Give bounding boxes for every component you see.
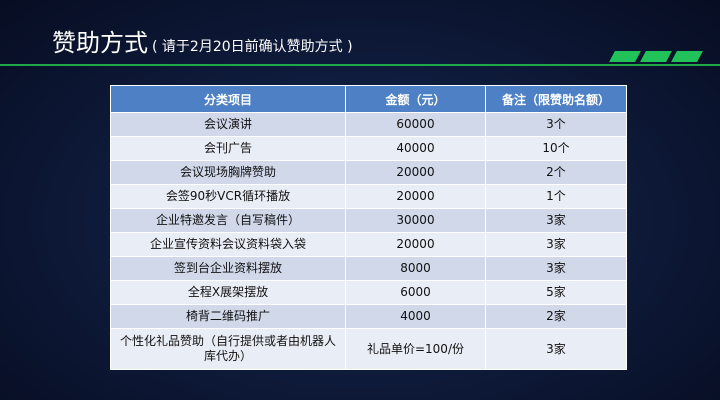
cell-note: 3家	[485, 328, 627, 370]
header-note: 备注（限赞助名额）	[485, 85, 627, 113]
cell-note: 2个	[485, 160, 627, 185]
cell-note: 3家	[485, 256, 627, 281]
table-row: 全程X展架摆放 6000 5家	[110, 280, 627, 305]
cell-amount: 30000	[345, 208, 486, 233]
cell-note: 2家	[485, 304, 627, 329]
title-underline	[0, 64, 720, 66]
header-amount: 金额（元）	[345, 85, 486, 113]
cell-amount: 20000	[345, 184, 486, 209]
cell-amount: 60000	[345, 112, 486, 137]
title-subtitle: ( 请于2月20日前确认赞助方式 )	[152, 39, 353, 55]
cell-note: 10个	[485, 136, 627, 161]
sponsorship-table: 分类项目 金额（元） 备注（限赞助名额） 会议演讲 60000 3个 会刊广告 …	[110, 85, 627, 370]
cell-category: 会签90秒VCR循环播放	[110, 184, 346, 209]
table-header-row: 分类项目 金额（元） 备注（限赞助名额）	[110, 85, 627, 113]
cell-note: 3家	[485, 208, 627, 233]
cell-category: 会刊广告	[110, 136, 346, 161]
cell-amount: 礼品单价=100/份	[345, 328, 486, 370]
table-row: 企业宣传资料会议资料袋入袋 20000 3家	[110, 232, 627, 257]
stripe-3	[671, 51, 703, 62]
cell-category: 会议现场胸牌赞助	[110, 160, 346, 185]
table-row: 椅背二维码推广 4000 2家	[110, 304, 627, 329]
cell-category: 椅背二维码推广	[110, 304, 346, 329]
stripe-1	[609, 51, 641, 62]
slide-header: 赞助方式( 请于2月20日前确认赞助方式 )	[0, 0, 720, 66]
table-row: 企业特邀发言（自写稿件） 30000 3家	[110, 208, 627, 233]
header-category: 分类项目	[110, 85, 346, 113]
table-row: 会议演讲 60000 3个	[110, 112, 627, 137]
cell-category: 个性化礼品赞助（自行提供或者由机器人库代办）	[110, 328, 346, 370]
cell-category: 企业特邀发言（自写稿件）	[110, 208, 346, 233]
cell-category: 会议演讲	[110, 112, 346, 137]
cell-note: 1个	[485, 184, 627, 209]
cell-amount: 6000	[345, 280, 486, 305]
cell-category: 企业宣传资料会议资料袋入袋	[110, 232, 346, 257]
cell-amount: 4000	[345, 304, 486, 329]
cell-note: 5家	[485, 280, 627, 305]
table-row: 签到台企业资料摆放 8000 3家	[110, 256, 627, 281]
cell-amount: 20000	[345, 160, 486, 185]
decorative-stripes	[609, 51, 703, 62]
title-main: 赞助方式	[52, 29, 148, 57]
slide-title: 赞助方式( 请于2月20日前确认赞助方式 )	[52, 28, 353, 62]
table-row: 会议现场胸牌赞助 20000 2个	[110, 160, 627, 185]
stripe-2	[640, 51, 672, 62]
cell-category: 全程X展架摆放	[110, 280, 346, 305]
cell-amount: 40000	[345, 136, 486, 161]
cell-category: 签到台企业资料摆放	[110, 256, 346, 281]
cell-amount: 8000	[345, 256, 486, 281]
cell-amount: 20000	[345, 232, 486, 257]
table-row: 会签90秒VCR循环播放 20000 1个	[110, 184, 627, 209]
table-row: 会刊广告 40000 10个	[110, 136, 627, 161]
cell-note: 3家	[485, 232, 627, 257]
table-row: 个性化礼品赞助（自行提供或者由机器人库代办） 礼品单价=100/份 3家	[110, 328, 627, 370]
cell-note: 3个	[485, 112, 627, 137]
